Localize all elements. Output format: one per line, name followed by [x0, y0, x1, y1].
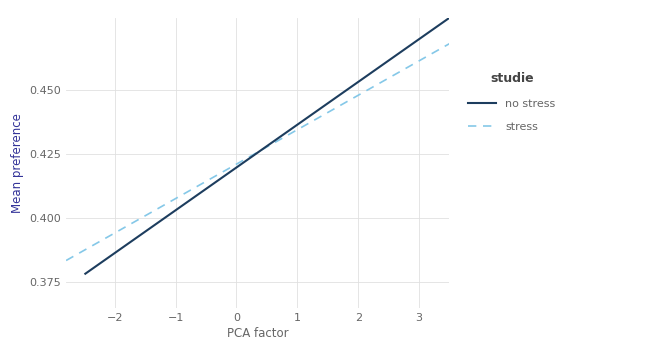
X-axis label: PCA factor: PCA factor: [227, 327, 289, 340]
Legend: no stress, stress: no stress, stress: [463, 67, 561, 138]
Y-axis label: Mean preference: Mean preference: [11, 113, 24, 213]
